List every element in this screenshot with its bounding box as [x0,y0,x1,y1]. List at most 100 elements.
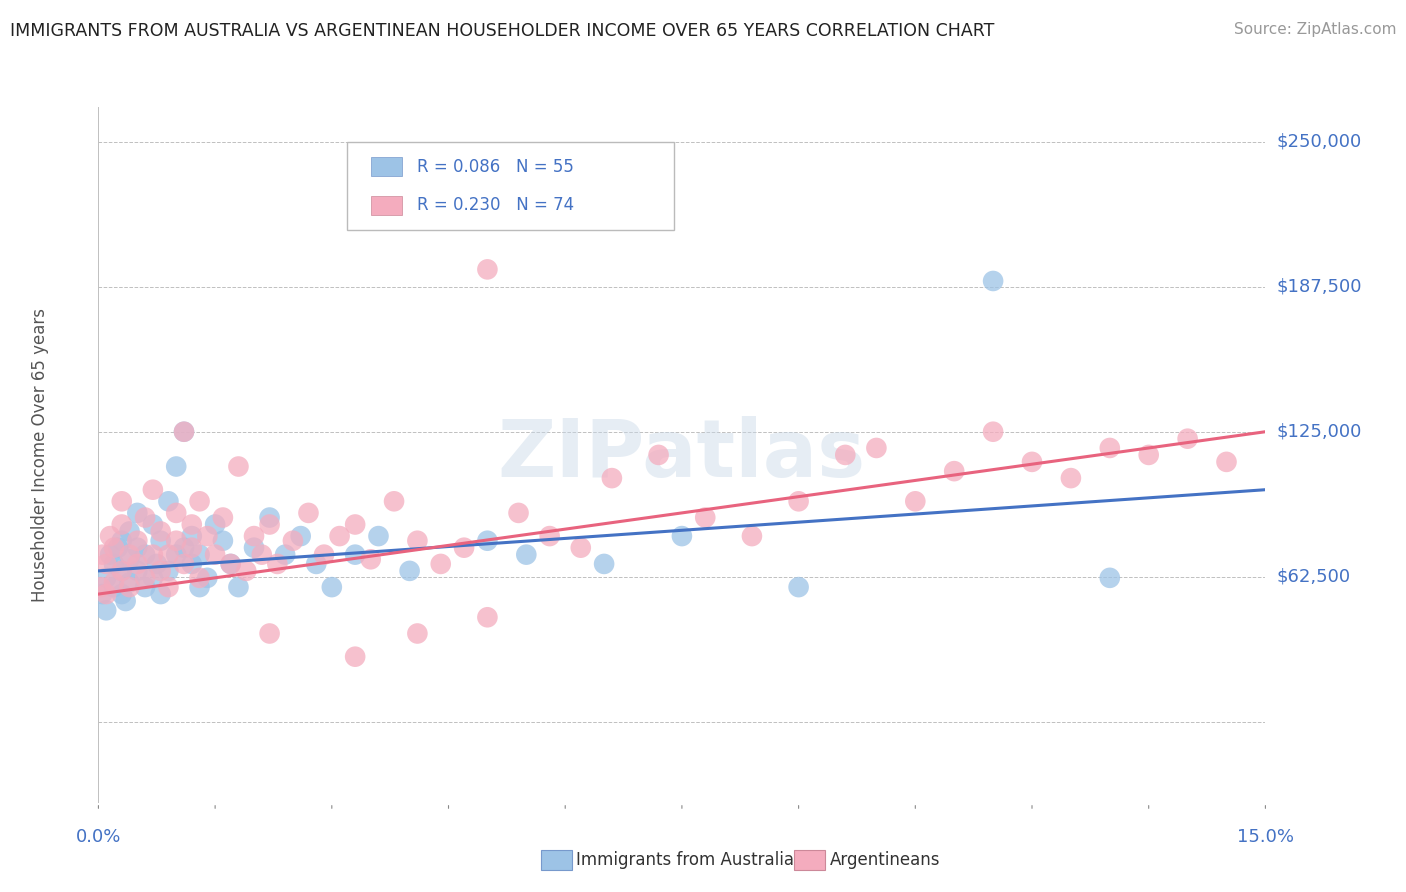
Point [157,580,180,594]
Text: R = 0.086   N = 55: R = 0.086 N = 55 [418,158,574,176]
Point [195,529,218,543]
Point [180,541,202,555]
Point [103,580,125,594]
Point [165,548,187,562]
Point [157,494,180,508]
Point [96,557,118,571]
Point [91,587,114,601]
Text: ZIPatlas: ZIPatlas [498,416,866,494]
Point [647,448,669,462]
Point [515,548,537,562]
Point [593,557,616,571]
Point [118,575,141,590]
Point [981,274,1004,288]
Point [305,557,328,571]
Point [321,580,343,594]
Point [281,533,304,548]
Point [274,548,297,562]
Point [127,506,149,520]
Text: Householder Income Over 65 years: Householder Income Over 65 years [31,308,49,602]
Point [204,517,226,532]
Point [1137,448,1160,462]
Point [188,571,211,585]
Point [297,506,319,520]
Point [188,580,211,594]
Point [103,557,125,571]
Point [157,564,180,578]
Point [127,557,149,571]
Point [406,626,429,640]
Point [266,557,288,571]
Point [228,459,250,474]
Point [312,548,335,562]
Point [114,594,136,608]
FancyBboxPatch shape [371,195,402,215]
Point [103,541,125,555]
Point [188,548,211,562]
Point [508,506,530,520]
Point [180,529,202,543]
Point [259,517,281,532]
Point [904,494,927,508]
Point [290,529,312,543]
Point [165,533,187,548]
Text: R = 0.230   N = 74: R = 0.230 N = 74 [418,196,575,214]
Point [146,557,169,571]
Point [834,448,856,462]
Point [250,548,273,562]
Point [195,571,218,585]
Point [477,533,499,548]
Point [1098,571,1121,585]
Point [134,548,156,562]
Point [219,557,242,571]
Point [741,529,763,543]
Point [149,587,172,601]
FancyBboxPatch shape [371,157,402,177]
Text: IMMIGRANTS FROM AUSTRALIA VS ARGENTINEAN HOUSEHOLDER INCOME OVER 65 YEARS CORREL: IMMIGRANTS FROM AUSTRALIA VS ARGENTINEAN… [10,22,994,40]
Point [695,510,717,524]
Point [173,557,195,571]
Point [96,587,118,601]
Point [180,517,202,532]
Text: Source: ZipAtlas.com: Source: ZipAtlas.com [1233,22,1396,37]
Point [157,548,180,562]
Point [453,541,475,555]
Point [98,529,121,543]
Point [204,548,226,562]
Point [96,603,118,617]
Point [787,580,810,594]
Point [103,575,125,590]
Text: 0.0%: 0.0% [76,828,121,846]
Point [107,541,129,555]
Text: $125,000: $125,000 [1277,423,1362,441]
Point [188,494,211,508]
Point [111,494,134,508]
Point [235,564,257,578]
Point [118,580,141,594]
Point [134,510,156,524]
Point [600,471,623,485]
Point [259,510,281,524]
Point [219,557,242,571]
Point [118,548,141,562]
Text: $187,500: $187,500 [1277,277,1362,296]
Point [943,464,966,478]
Point [173,425,195,439]
Point [127,564,149,578]
Point [243,529,266,543]
Point [981,425,1004,439]
Point [344,649,367,664]
Point [142,548,165,562]
Point [1060,471,1083,485]
Point [118,524,141,539]
Point [142,571,165,585]
Point [1177,432,1199,446]
Point [173,425,195,439]
Point [111,533,134,548]
Point [477,262,499,277]
Point [344,548,367,562]
Point [671,529,693,543]
Point [142,483,165,497]
Point [134,580,156,594]
Text: $62,500: $62,500 [1277,567,1351,586]
